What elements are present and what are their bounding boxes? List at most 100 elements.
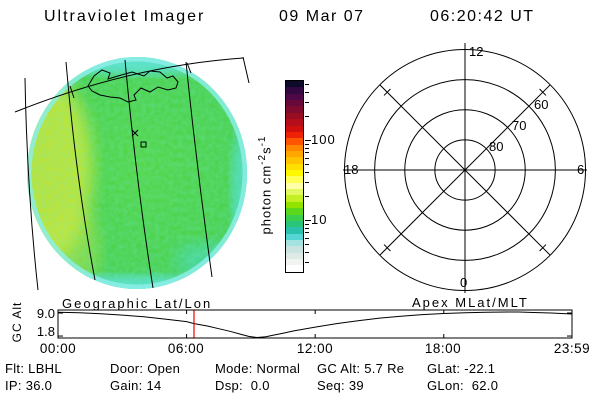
app-title: Ultraviolet Imager [44, 8, 206, 25]
mlat-label-70: 70 [512, 118, 526, 133]
colorbar-tick-mark [305, 251, 309, 253]
grid-tick [186, 62, 192, 74]
colorbar-band [286, 227, 303, 234]
colorbar-band [286, 157, 303, 164]
colorbar-band [286, 125, 303, 132]
status-glon: GLon: 62.0 [427, 378, 499, 393]
time-axis-tick: 12:00 [296, 341, 334, 356]
colorbar-tick-mark [305, 227, 309, 229]
colorbar-tick-mark [305, 157, 309, 159]
meridian-line [124, 59, 154, 289]
time-readout: 06:20:42 UT [430, 8, 535, 25]
gc-alt-plot-frame [57, 309, 573, 339]
colorbar-tick-mark [305, 244, 309, 246]
time-axis-tick: 18:00 [424, 341, 462, 356]
colorbar-band [286, 163, 303, 171]
colorbar-tick-mark [305, 152, 309, 154]
status-gain: Gain: 14 [110, 378, 162, 393]
colorbar-band [286, 265, 303, 272]
time-axis-tick: 23:59 [553, 341, 591, 356]
mlat-label-60: 60 [534, 97, 548, 112]
gc-alt-plot [57, 309, 573, 339]
colorbar-tick-mark [305, 147, 309, 149]
colorbar-band [286, 170, 303, 177]
colorbar-tick-mark [305, 232, 309, 234]
colorbar-tick-mark [305, 171, 309, 173]
gc-alt-ytick: 9.0 [36, 306, 55, 321]
subsat-marker-square [140, 141, 147, 148]
colorbar-tick-mark [305, 143, 309, 145]
colorbar-band [286, 150, 303, 158]
coastline [87, 69, 179, 103]
colorbar-tick-mark [305, 261, 309, 263]
latitude-line [14, 57, 244, 113]
colorbar-band [286, 93, 303, 101]
colorbar-band [286, 214, 303, 221]
status-ip: IP: 36.0 [5, 378, 53, 393]
time-axis-tick: 06:00 [167, 341, 205, 356]
mlt-diagonal [379, 84, 551, 256]
status-door: Door: Open [110, 361, 181, 376]
colorbar-band [286, 112, 303, 120]
colorbar-tick-mark [305, 220, 311, 221]
status-glat: GLat: -22.1 [427, 361, 496, 376]
mlt-label-12: 12 [469, 44, 483, 59]
colorbar-band [286, 176, 303, 183]
apex-mlatmlt-caption: Apex MLat/MLT [412, 295, 529, 310]
meridian-line [242, 56, 250, 84]
geographic-latlon-caption: Geographic Lat/Lon [62, 296, 213, 311]
diagonal-tick [383, 244, 391, 252]
meridian-line [24, 77, 39, 291]
status-mode: Mode: Normal [215, 361, 301, 376]
colorbar [285, 80, 304, 273]
colorbar-tick-mark [305, 181, 309, 183]
gc-alt-ytick: 1.8 [36, 324, 55, 339]
time-axis-tick: 00:00 [39, 341, 77, 356]
mlt-label-6: 6 [577, 162, 584, 177]
colorbar-tick-mark [305, 237, 309, 239]
meridian-line [65, 61, 96, 281]
colorbar-band [286, 144, 303, 151]
gc-alt-curve [57, 311, 572, 339]
colorbar-band [286, 87, 303, 94]
colorbar-tick-mark [305, 164, 309, 166]
colorbar-band [286, 208, 303, 215]
uv-disk-image [14, 56, 250, 291]
grid-tick [69, 85, 75, 99]
colorbar-band [286, 81, 303, 88]
date-readout: 09 Mar 07 [279, 8, 365, 25]
colorbar-tick-mark [305, 84, 309, 86]
colorbar-band [286, 252, 303, 260]
colorbar-band [286, 201, 303, 209]
diagonal-tick [539, 244, 547, 252]
diagonal-tick [539, 88, 547, 96]
colorbar-band [286, 239, 303, 247]
colorbar-tick-mark [305, 195, 309, 197]
colorbar-tick-mark [305, 115, 309, 117]
meridian-line [185, 61, 213, 278]
status-seq: Seq: 39 [317, 378, 364, 393]
mlat-label-80: 80 [489, 139, 503, 154]
colorbar-band [286, 189, 303, 196]
colorbar-band [286, 119, 303, 126]
status-flt: Flt: LBHL [5, 361, 62, 376]
disk-pixels [27, 57, 247, 289]
colorbar-tick-mark [305, 91, 309, 93]
colorbar-band [286, 220, 303, 228]
colorbar-tick-100: 100 [311, 132, 336, 147]
colorbar-band [286, 138, 303, 145]
colorbar-tick-mark [305, 223, 309, 225]
subsat-marker-x [131, 129, 139, 137]
colorbar-band [286, 195, 303, 202]
status-dsp: Dsp: 0.0 [215, 378, 270, 393]
colorbar-band [286, 106, 303, 113]
status-gc-alt: GC Alt: 5.7 Re [317, 361, 405, 376]
colorbar-units-label: photon cm-2s-1 [257, 135, 274, 235]
mlt-label-18: 18 [344, 162, 358, 177]
colorbar-band [286, 131, 303, 139]
gc-alt-axis-label: GC Alt [10, 301, 24, 343]
colorbar-tick-mark [305, 101, 309, 103]
diagonal-tick [383, 88, 391, 96]
